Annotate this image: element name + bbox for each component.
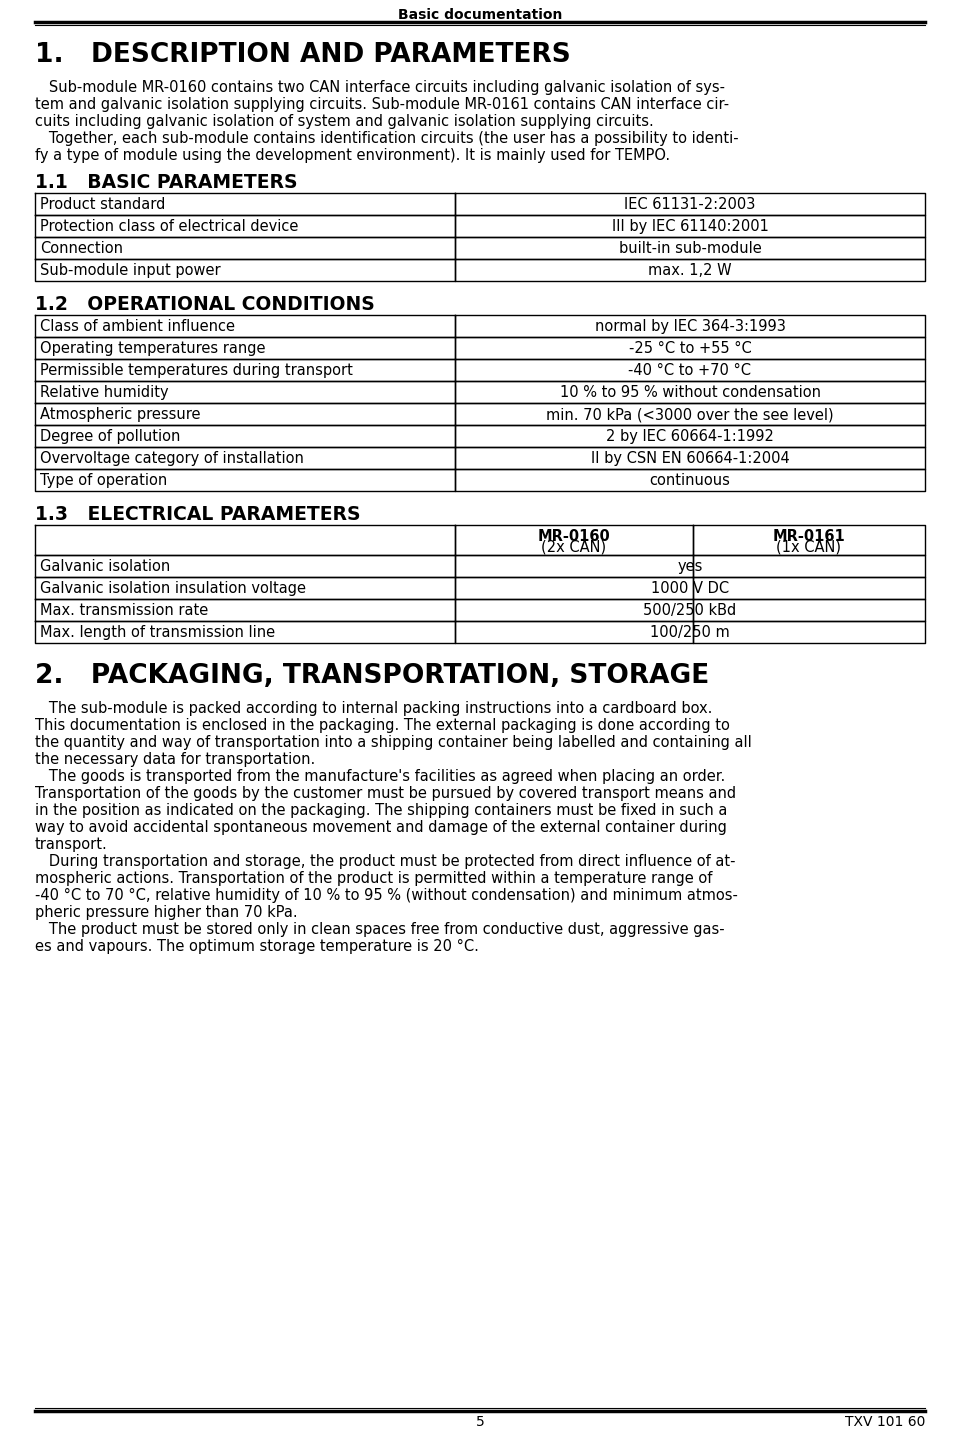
Text: (1x CAN): (1x CAN)	[777, 540, 842, 554]
Text: 1.3   ELECTRICAL PARAMETERS: 1.3 ELECTRICAL PARAMETERS	[35, 505, 361, 524]
Text: Max. transmission rate: Max. transmission rate	[40, 603, 208, 618]
Text: During transportation and storage, the product must be protected from direct inf: During transportation and storage, the p…	[35, 854, 735, 868]
Text: MR-0160: MR-0160	[538, 528, 611, 544]
Text: 500/250 kBd: 500/250 kBd	[643, 603, 736, 618]
Text: Protection class of electrical device: Protection class of electrical device	[40, 219, 299, 233]
Text: Max. length of transmission line: Max. length of transmission line	[40, 625, 276, 639]
Text: 1.   DESCRIPTION AND PARAMETERS: 1. DESCRIPTION AND PARAMETERS	[35, 42, 571, 68]
Text: built-in sub-module: built-in sub-module	[618, 240, 761, 256]
Text: Class of ambient influence: Class of ambient influence	[40, 320, 235, 334]
Text: the necessary data for transportation.: the necessary data for transportation.	[35, 752, 315, 768]
Text: 10 % to 95 % without condensation: 10 % to 95 % without condensation	[560, 384, 821, 400]
Text: Permissible temperatures during transport: Permissible temperatures during transpor…	[40, 363, 353, 377]
Text: 100/250 m: 100/250 m	[650, 625, 730, 639]
Text: -40 °C to 70 °C, relative humidity of 10 % to 95 % (without condensation) and mi: -40 °C to 70 °C, relative humidity of 10…	[35, 888, 738, 903]
Text: tem and galvanic isolation supplying circuits. Sub-module MR-0161 contains CAN i: tem and galvanic isolation supplying cir…	[35, 96, 730, 112]
Text: Atmospheric pressure: Atmospheric pressure	[40, 408, 201, 422]
Text: transport.: transport.	[35, 837, 108, 852]
Text: in the position as indicated on the packaging. The shipping containers must be f: in the position as indicated on the pack…	[35, 804, 728, 818]
Text: yes: yes	[678, 559, 703, 575]
Text: The product must be stored only in clean spaces free from conductive dust, aggre: The product must be stored only in clean…	[35, 922, 725, 937]
Text: IEC 61131-2:2003: IEC 61131-2:2003	[624, 197, 756, 212]
Text: Galvanic isolation insulation voltage: Galvanic isolation insulation voltage	[40, 580, 306, 596]
Text: III by IEC 61140:2001: III by IEC 61140:2001	[612, 219, 768, 233]
Text: the quantity and way of transportation into a shipping container being labelled : the quantity and way of transportation i…	[35, 734, 752, 750]
Text: cuits including galvanic isolation of system and galvanic isolation supplying ci: cuits including galvanic isolation of sy…	[35, 114, 654, 130]
Text: 2.   PACKAGING, TRANSPORTATION, STORAGE: 2. PACKAGING, TRANSPORTATION, STORAGE	[35, 662, 709, 688]
Text: Together, each sub-module contains identification circuits (the user has a possi: Together, each sub-module contains ident…	[35, 131, 738, 145]
Text: -25 °C to +55 °C: -25 °C to +55 °C	[629, 341, 752, 356]
Text: 1000 V DC: 1000 V DC	[651, 580, 729, 596]
Text: way to avoid accidental spontaneous movement and damage of the external containe: way to avoid accidental spontaneous move…	[35, 819, 727, 835]
Text: normal by IEC 364-3:1993: normal by IEC 364-3:1993	[594, 320, 785, 334]
Text: Transportation of the goods by the customer must be pursued by covered transport: Transportation of the goods by the custo…	[35, 786, 736, 801]
Text: Basic documentation: Basic documentation	[397, 9, 563, 22]
Text: 5: 5	[475, 1416, 485, 1428]
Text: 1.2   OPERATIONAL CONDITIONS: 1.2 OPERATIONAL CONDITIONS	[35, 295, 374, 314]
Text: min. 70 kPa (<3000 over the see level): min. 70 kPa (<3000 over the see level)	[546, 408, 834, 422]
Text: fy a type of module using the development environment). It is mainly used for TE: fy a type of module using the developmen…	[35, 148, 670, 163]
Text: Relative humidity: Relative humidity	[40, 384, 169, 400]
Text: This documentation is enclosed in the packaging. The external packaging is done : This documentation is enclosed in the pa…	[35, 719, 730, 733]
Text: Overvoltage category of installation: Overvoltage category of installation	[40, 451, 304, 467]
Text: The sub-module is packed according to internal packing instructions into a cardb: The sub-module is packed according to in…	[35, 701, 712, 716]
Text: mospheric actions. Transportation of the product is permitted within a temperatu: mospheric actions. Transportation of the…	[35, 871, 712, 886]
Text: continuous: continuous	[650, 472, 731, 488]
Text: II by CSN EN 60664-1:2004: II by CSN EN 60664-1:2004	[590, 451, 789, 467]
Text: Operating temperatures range: Operating temperatures range	[40, 341, 266, 356]
Text: pheric pressure higher than 70 kPa.: pheric pressure higher than 70 kPa.	[35, 904, 298, 920]
Text: 1.1   BASIC PARAMETERS: 1.1 BASIC PARAMETERS	[35, 173, 298, 192]
Text: max. 1,2 W: max. 1,2 W	[648, 264, 732, 278]
Text: Degree of pollution: Degree of pollution	[40, 429, 180, 444]
Text: es and vapours. The optimum storage temperature is 20 °C.: es and vapours. The optimum storage temp…	[35, 939, 479, 955]
Text: TXV 101 60: TXV 101 60	[845, 1416, 925, 1428]
Text: Sub-module input power: Sub-module input power	[40, 264, 221, 278]
Text: 2 by IEC 60664-1:1992: 2 by IEC 60664-1:1992	[606, 429, 774, 444]
Text: (2x CAN): (2x CAN)	[541, 540, 607, 554]
Text: Galvanic isolation: Galvanic isolation	[40, 559, 170, 575]
Text: Connection: Connection	[40, 240, 123, 256]
Text: MR-0161: MR-0161	[773, 528, 846, 544]
Text: -40 °C to +70 °C: -40 °C to +70 °C	[629, 363, 752, 377]
Text: Sub-module MR-0160 contains two CAN interface circuits including galvanic isolat: Sub-module MR-0160 contains two CAN inte…	[35, 81, 725, 95]
Text: Type of operation: Type of operation	[40, 472, 167, 488]
Text: The goods is transported from the manufacture's facilities as agreed when placin: The goods is transported from the manufa…	[35, 769, 725, 783]
Text: Product standard: Product standard	[40, 197, 165, 212]
